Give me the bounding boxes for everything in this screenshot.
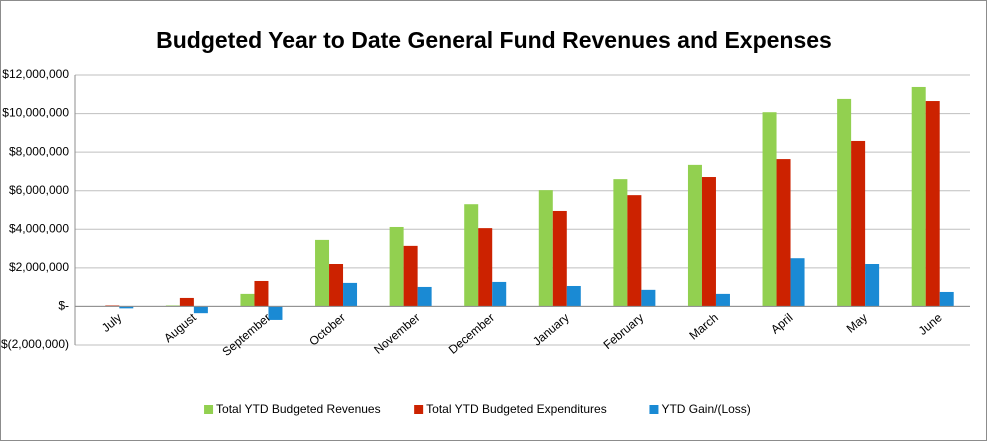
bar bbox=[254, 281, 268, 306]
bar bbox=[613, 179, 627, 306]
y-tick-label: $8,000,000 bbox=[9, 144, 69, 158]
bar bbox=[912, 87, 926, 306]
bar bbox=[390, 227, 404, 306]
chart-title: Budgeted Year to Date General Fund Reven… bbox=[156, 27, 832, 53]
y-tick-label: $- bbox=[58, 299, 69, 313]
bar bbox=[418, 287, 432, 306]
bar bbox=[194, 306, 208, 313]
y-tick-label: $(2,000,000) bbox=[1, 337, 69, 351]
legend-label: YTD Gain/(Loss) bbox=[661, 402, 750, 416]
bar bbox=[837, 99, 851, 307]
legend-swatch bbox=[414, 405, 423, 414]
bar bbox=[926, 101, 940, 306]
legend-swatch bbox=[204, 405, 213, 414]
bar bbox=[464, 204, 478, 306]
bar bbox=[539, 190, 553, 306]
bar bbox=[702, 177, 716, 306]
bar bbox=[404, 246, 418, 307]
y-tick-label: $2,000,000 bbox=[9, 260, 69, 274]
y-tick-label: $12,000,000 bbox=[2, 67, 69, 81]
y-tick-label: $4,000,000 bbox=[9, 221, 69, 235]
bar bbox=[567, 286, 581, 306]
bar bbox=[492, 282, 506, 306]
y-tick-label: $10,000,000 bbox=[2, 106, 69, 120]
legend-label: Total YTD Budgeted Expenditures bbox=[426, 402, 607, 416]
bar bbox=[343, 283, 357, 307]
bar bbox=[553, 211, 567, 306]
bar bbox=[240, 294, 254, 307]
bar bbox=[716, 294, 730, 307]
bar bbox=[627, 195, 641, 306]
legend-swatch bbox=[649, 405, 658, 414]
bar bbox=[777, 159, 791, 306]
bar bbox=[329, 264, 343, 306]
bar bbox=[688, 165, 702, 307]
bar bbox=[763, 112, 777, 306]
bar bbox=[940, 292, 954, 306]
bar bbox=[315, 240, 329, 307]
bar bbox=[865, 264, 879, 306]
bar bbox=[180, 298, 194, 306]
bar bbox=[478, 228, 492, 306]
legend-label: Total YTD Budgeted Revenues bbox=[216, 402, 381, 416]
bar bbox=[791, 258, 805, 306]
bar bbox=[851, 141, 865, 306]
y-tick-label: $6,000,000 bbox=[9, 183, 69, 197]
bar bbox=[641, 290, 655, 307]
